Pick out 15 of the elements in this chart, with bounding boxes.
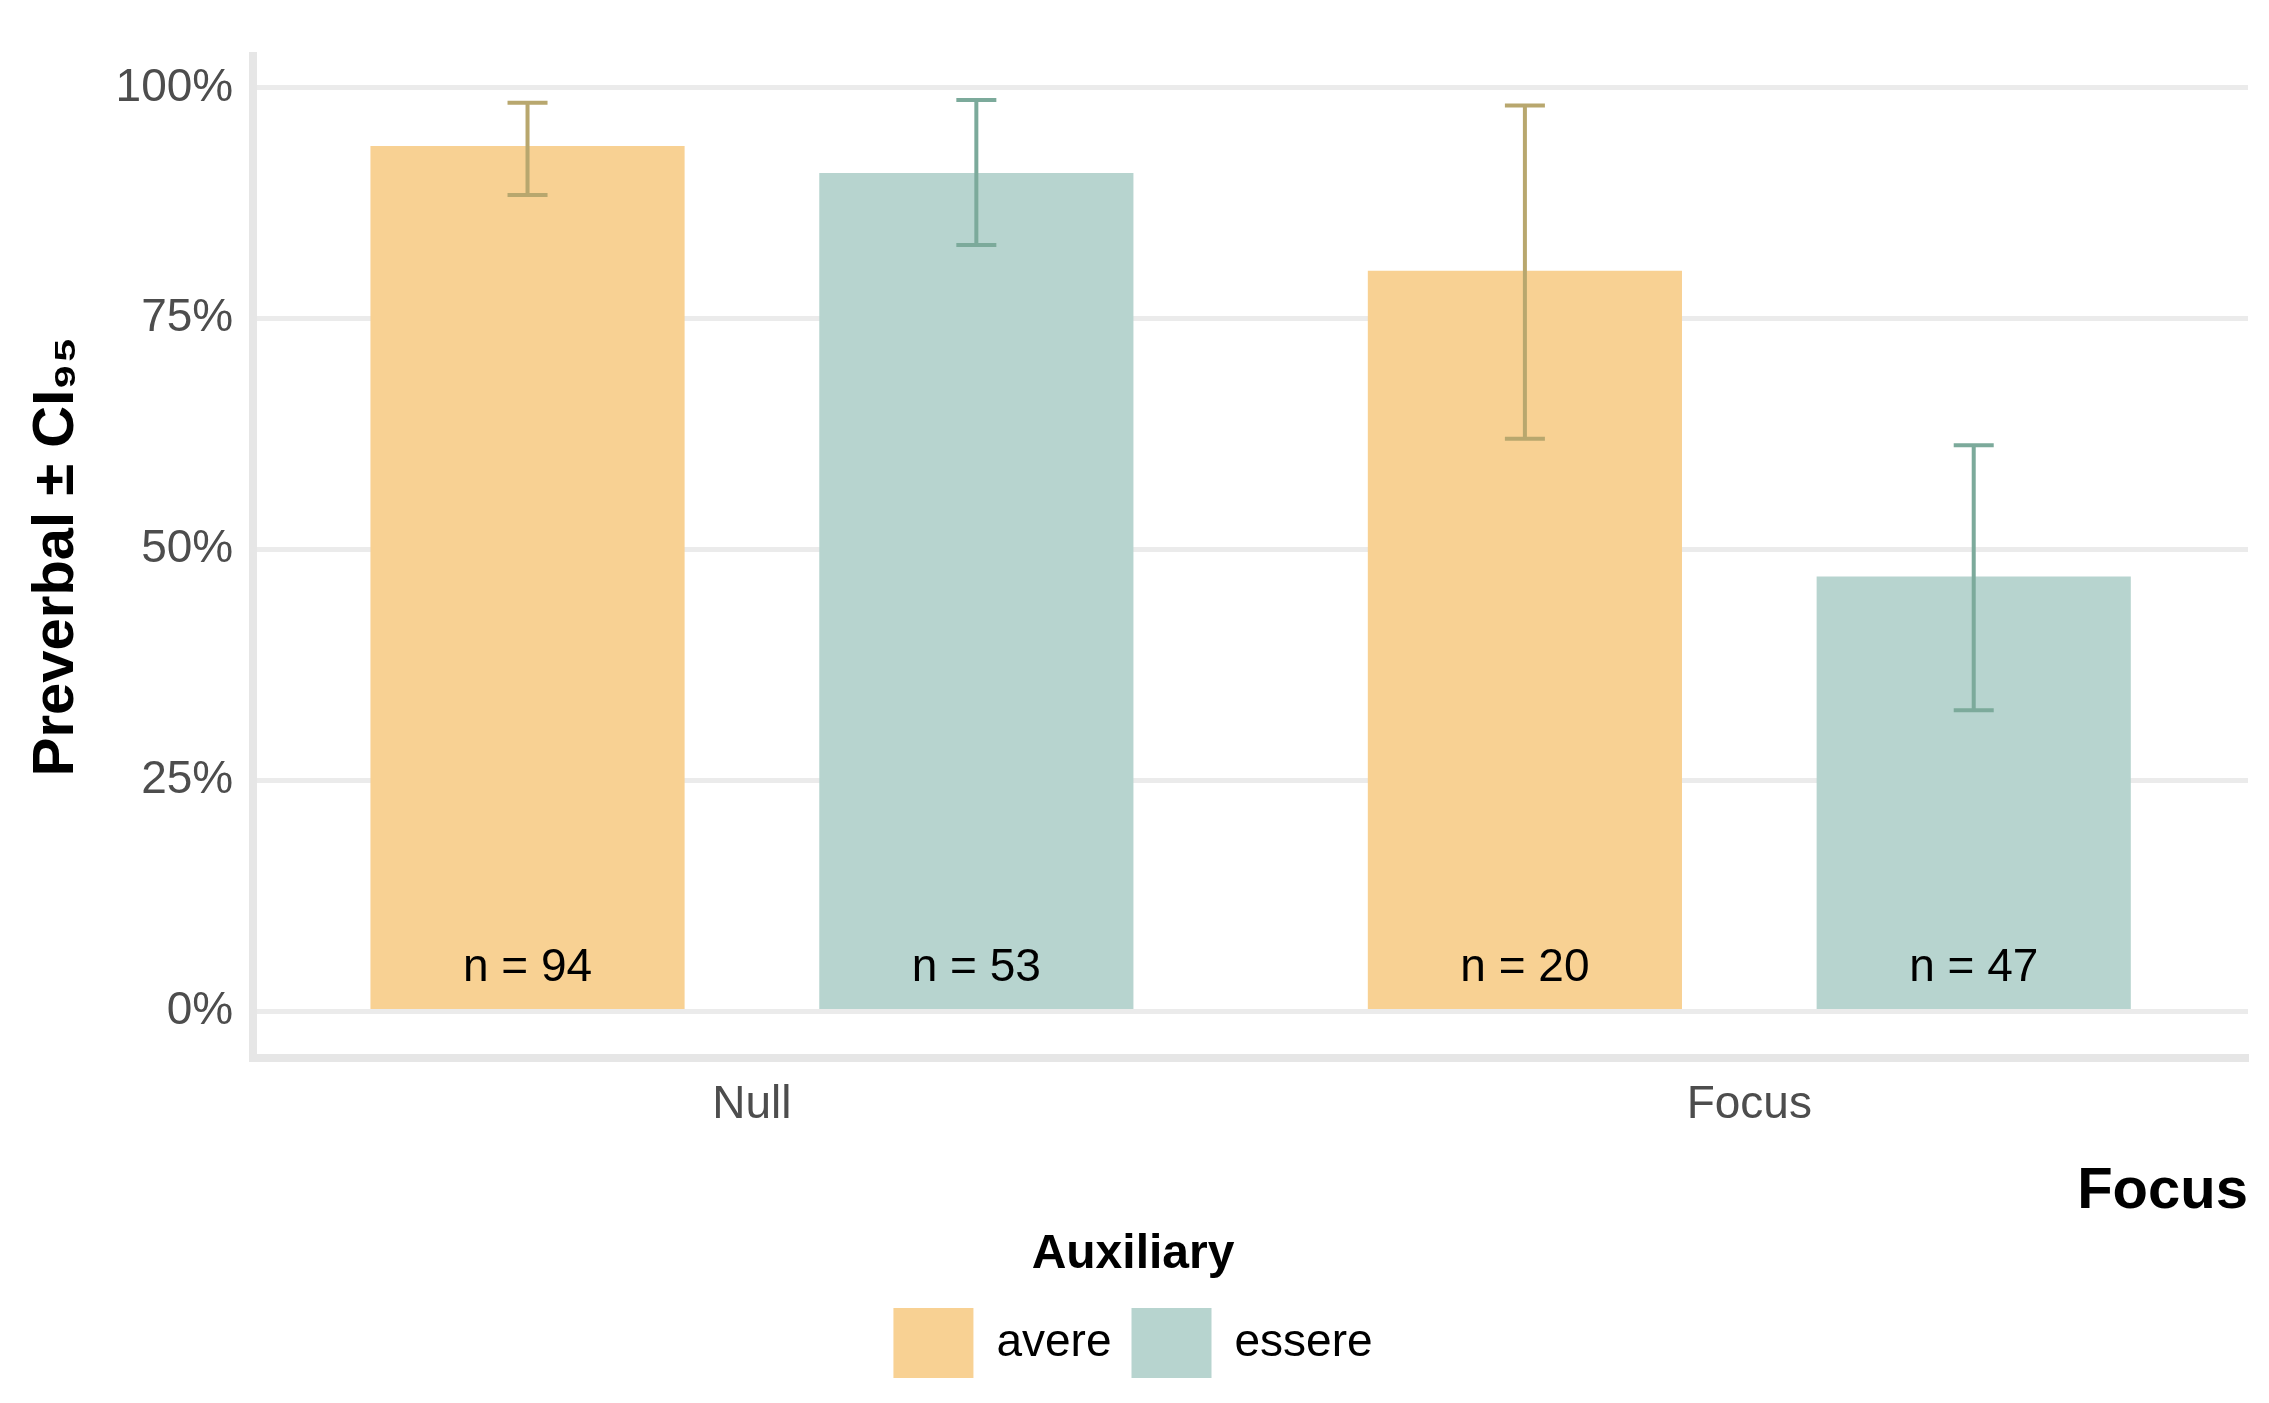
legend-title: Auxiliary [1031,1224,1235,1278]
legend-label: avere [996,1313,1112,1366]
x-axis-title: Focus [2077,1154,2248,1220]
annotation: n = 47 [1909,939,2039,992]
annotation: n = 20 [1460,939,1590,992]
y-tick-label: 75% [141,289,234,342]
y-tick-label: 25% [141,751,234,804]
y-axis-title: Preverbal ± CI₉₅ [19,337,85,777]
legend-label: essere [1234,1313,1373,1366]
y-tick-label: 100% [115,58,234,111]
y-tick-label: 50% [141,520,234,573]
x-tick-label: Null [712,1075,792,1128]
annotation: n = 94 [462,939,593,992]
y-tick-label: 0% [166,982,234,1035]
annotation: n = 53 [911,939,1041,992]
